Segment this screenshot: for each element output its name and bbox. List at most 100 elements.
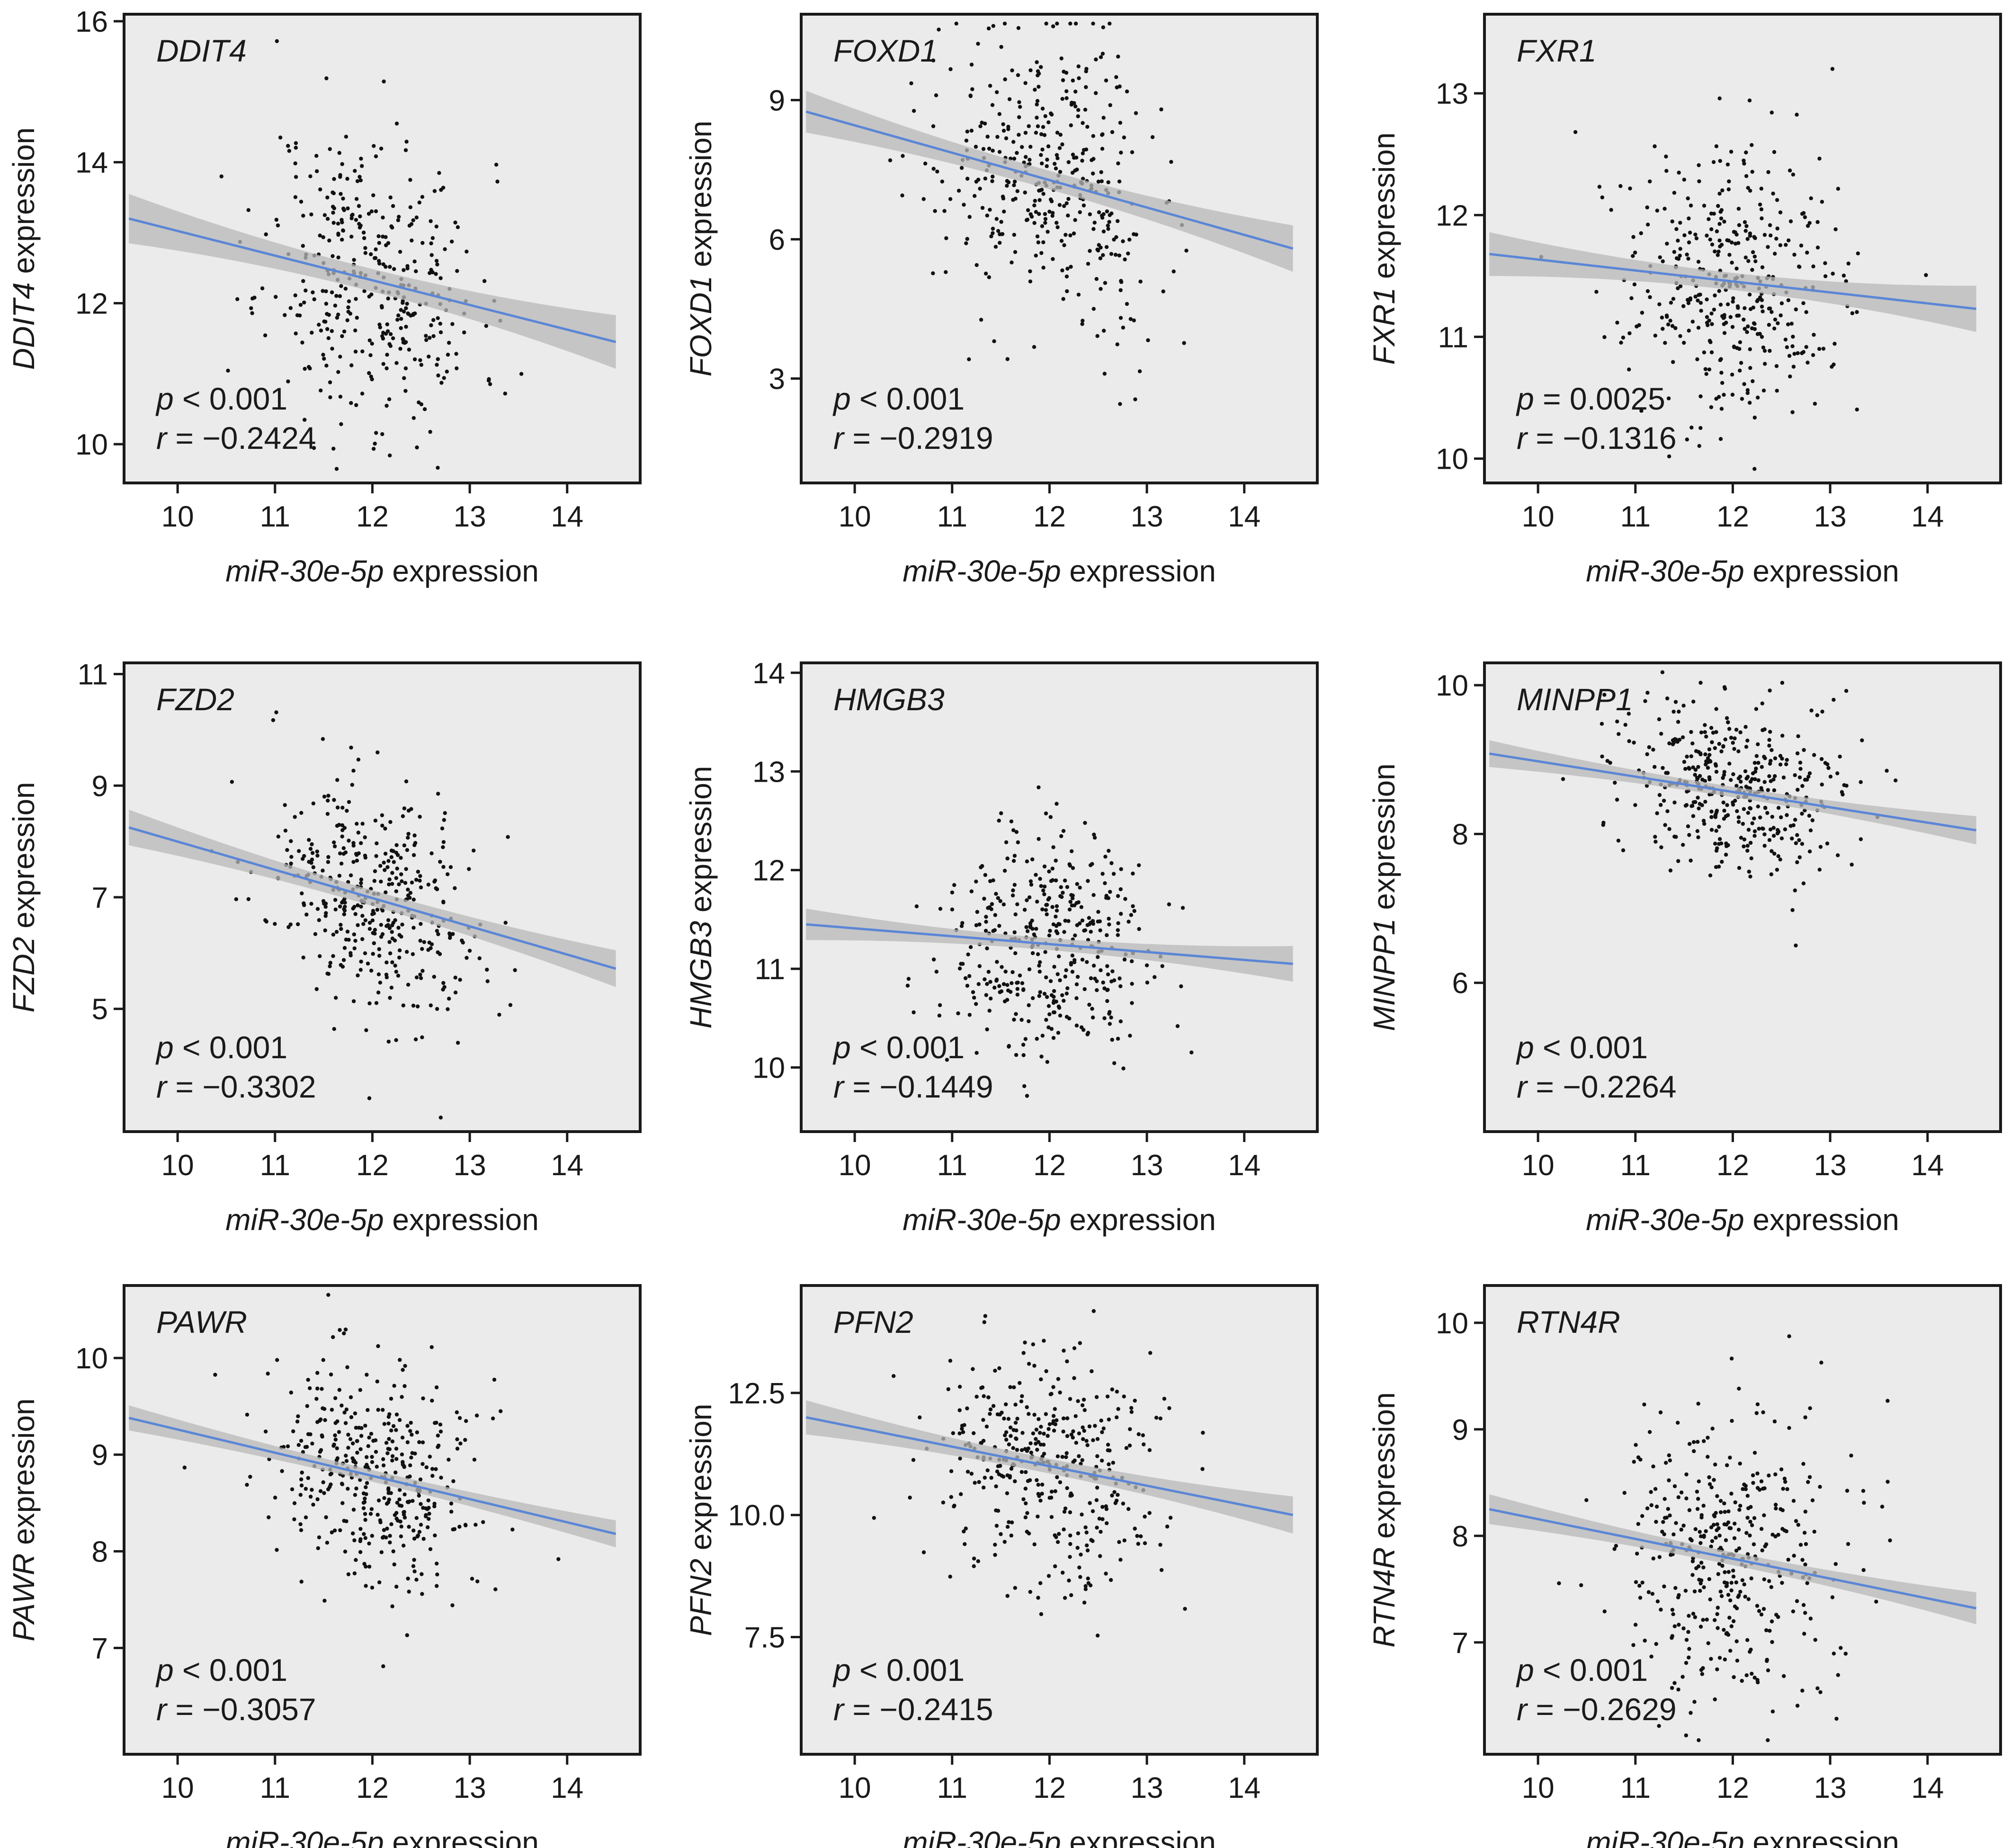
data-point — [392, 1384, 396, 1388]
data-point — [1714, 730, 1718, 734]
y-axis-suffix: expression — [1367, 763, 1401, 918]
data-point — [1107, 1417, 1111, 1422]
data-point — [379, 879, 383, 884]
data-point — [263, 918, 268, 922]
data-point — [1761, 345, 1766, 350]
x-axis-suffix: expression — [1061, 1203, 1216, 1237]
data-point — [453, 886, 457, 891]
x-tick-label: 13 — [1131, 1772, 1163, 1804]
data-point — [921, 197, 926, 201]
data-point — [341, 229, 345, 233]
data-point — [1066, 919, 1071, 923]
data-point — [1715, 809, 1719, 813]
data-point — [1804, 310, 1808, 314]
data-point — [996, 1509, 1001, 1513]
data-point — [1075, 923, 1079, 928]
data-point — [328, 395, 332, 400]
data-point — [1137, 369, 1142, 374]
data-point — [1691, 1612, 1696, 1616]
data-point — [1021, 1351, 1026, 1355]
data-point — [369, 252, 373, 257]
data-point — [1027, 1003, 1031, 1008]
data-point — [1116, 933, 1120, 937]
data-point — [1009, 819, 1014, 824]
data-point — [1150, 135, 1155, 139]
data-point — [386, 859, 391, 863]
data-point — [294, 145, 298, 150]
data-point — [1053, 161, 1057, 166]
data-point — [964, 138, 969, 143]
data-point — [1649, 1654, 1653, 1659]
data-point — [1118, 121, 1123, 125]
data-point — [438, 321, 442, 326]
data-point — [414, 877, 419, 882]
data-point — [1115, 1390, 1119, 1394]
data-point — [424, 1465, 429, 1470]
data-point — [1751, 1481, 1755, 1485]
data-point — [439, 187, 443, 192]
data-point — [395, 866, 399, 871]
data-point — [1707, 747, 1712, 751]
data-point — [1717, 741, 1721, 746]
data-point — [1705, 297, 1709, 302]
data-point — [1738, 775, 1743, 779]
data-point — [349, 363, 354, 367]
data-point — [1115, 342, 1119, 347]
data-point — [358, 1527, 363, 1531]
data-point — [395, 1500, 400, 1505]
data-point — [1797, 775, 1802, 780]
data-point — [458, 978, 462, 982]
data-point — [1594, 290, 1599, 294]
data-point — [1025, 1405, 1029, 1410]
data-point — [380, 813, 384, 818]
y-tick-label: 6 — [1452, 967, 1468, 1000]
data-point — [1043, 212, 1047, 216]
data-point — [1557, 1581, 1561, 1586]
data-point — [394, 1584, 399, 1589]
data-point — [1689, 730, 1693, 734]
data-point — [969, 62, 974, 67]
data-point — [374, 854, 378, 858]
data-point — [1612, 1547, 1617, 1551]
data-point — [290, 1487, 295, 1491]
data-point — [1640, 311, 1645, 315]
data-point — [333, 1433, 337, 1437]
data-point — [1696, 298, 1700, 303]
data-point — [1105, 1521, 1109, 1526]
data-point — [264, 232, 268, 237]
data-point — [1722, 770, 1726, 774]
data-point — [399, 308, 403, 312]
data-point — [450, 322, 455, 326]
data-point — [1743, 255, 1748, 259]
data-point — [1013, 1402, 1018, 1407]
data-point — [952, 1504, 956, 1509]
data-point — [488, 382, 492, 386]
data-point — [331, 190, 335, 195]
data-point — [999, 220, 1003, 224]
data-point — [1138, 279, 1143, 284]
data-point — [340, 823, 345, 828]
data-point — [1018, 1381, 1022, 1385]
data-point — [1046, 144, 1051, 149]
data-point — [1718, 159, 1722, 163]
data-point — [1627, 367, 1631, 372]
data-point — [1122, 957, 1127, 962]
data-point — [352, 946, 357, 951]
data-point — [1133, 1527, 1137, 1531]
data-point — [1839, 1646, 1843, 1650]
data-point — [371, 193, 375, 197]
data-point — [1081, 148, 1086, 152]
data-point — [219, 174, 223, 179]
data-point — [1773, 317, 1778, 322]
data-point — [938, 907, 943, 911]
data-point — [343, 1421, 348, 1425]
data-point — [1791, 172, 1796, 177]
data-point — [510, 1527, 515, 1532]
data-point — [1745, 1552, 1750, 1556]
data-point — [349, 1415, 354, 1419]
data-point — [1787, 1334, 1791, 1339]
data-point — [1201, 1430, 1205, 1435]
data-point — [1689, 858, 1693, 863]
data-point — [1636, 1455, 1641, 1460]
data-point — [978, 187, 982, 191]
